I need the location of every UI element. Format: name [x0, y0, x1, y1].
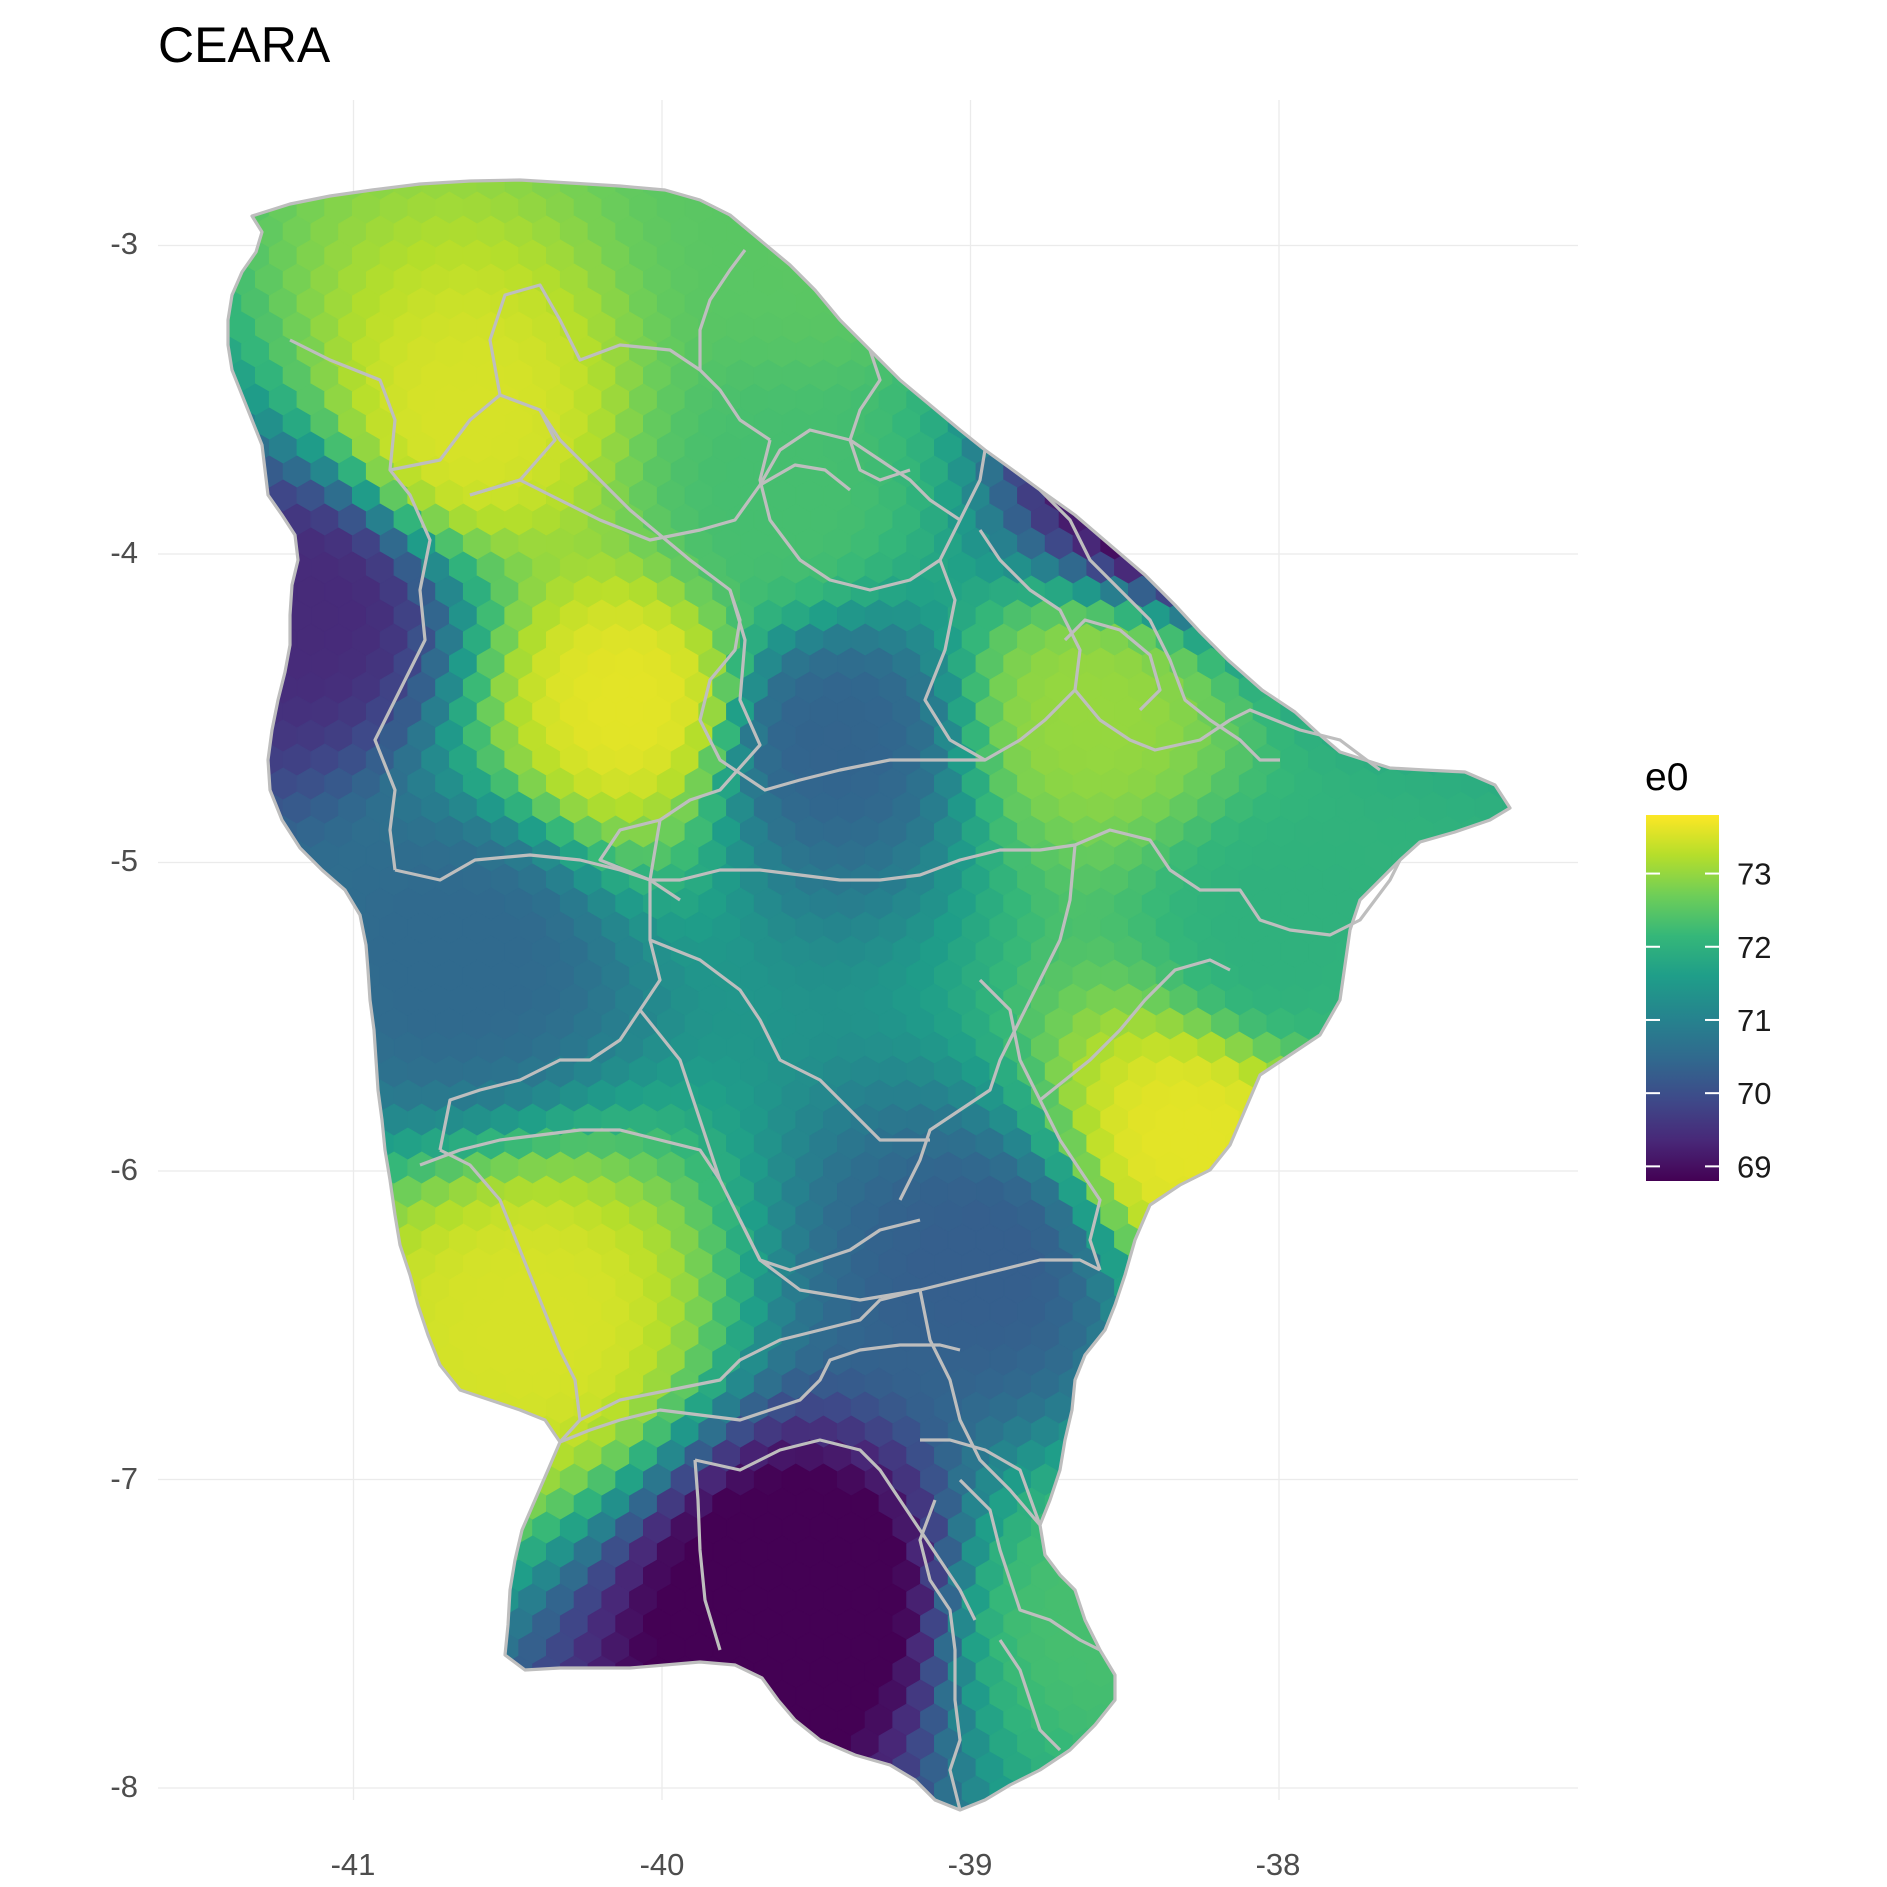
y-tick-label: -7 — [110, 1461, 138, 1496]
x-tick-label: -39 — [948, 1847, 993, 1882]
y-tick-label: -4 — [110, 535, 138, 570]
map-title: CEARA — [158, 17, 331, 73]
legend-tick-label: 69 — [1737, 1149, 1771, 1184]
legend-colorbar — [1646, 815, 1719, 1181]
legend-tick-label: 72 — [1737, 930, 1771, 965]
y-tick-label: -5 — [110, 843, 138, 878]
y-tick-label: -3 — [110, 226, 138, 261]
x-tick-label: -41 — [331, 1847, 376, 1882]
y-tick-label: -8 — [110, 1769, 138, 1804]
legend-tick-label: 71 — [1737, 1003, 1771, 1038]
x-tick-label: -40 — [640, 1847, 685, 1882]
legend-title: e0 — [1645, 756, 1688, 799]
y-tick-label: -6 — [110, 1152, 138, 1187]
legend-tick-label: 70 — [1737, 1076, 1771, 1111]
legend-tick-label: 73 — [1737, 857, 1771, 892]
x-tick-label: -38 — [1256, 1847, 1301, 1882]
